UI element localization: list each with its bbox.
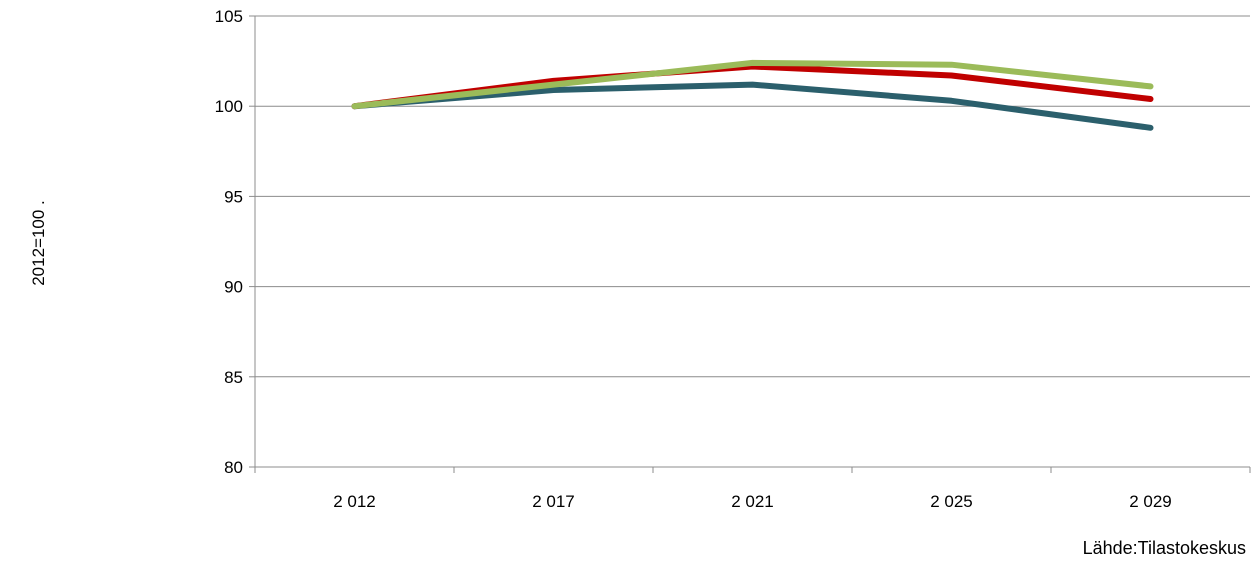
- series-lines: [351, 59, 1154, 131]
- y-tick-label: 80: [224, 458, 243, 477]
- x-tick-label: 2 017: [532, 492, 575, 511]
- y-tick-label: 85: [224, 368, 243, 387]
- y-tick-label: 90: [224, 278, 243, 297]
- tick-labels: 80 85 90 95 100 105 2 012 2 017 2 021 2 025 2 029: [215, 7, 1172, 511]
- x-tick-label: 2 025: [930, 492, 973, 511]
- grid-lines: [255, 15, 1250, 378]
- series-line-3: [351, 59, 1154, 110]
- x-tick-label: 2 021: [731, 492, 774, 511]
- x-tick-label: 2 012: [333, 492, 376, 511]
- y-axis-label: 2012=100 .: [29, 200, 48, 286]
- x-tick-label: 2 029: [1129, 492, 1172, 511]
- y-tick-label: 105: [215, 7, 243, 26]
- y-tick-label: 95: [224, 187, 243, 206]
- y-tick-label: 100: [215, 97, 243, 116]
- source-note: Lähde:Tilastokeskus: [1083, 538, 1246, 558]
- axes: [249, 15, 1251, 473]
- series-line-1: [351, 81, 1154, 131]
